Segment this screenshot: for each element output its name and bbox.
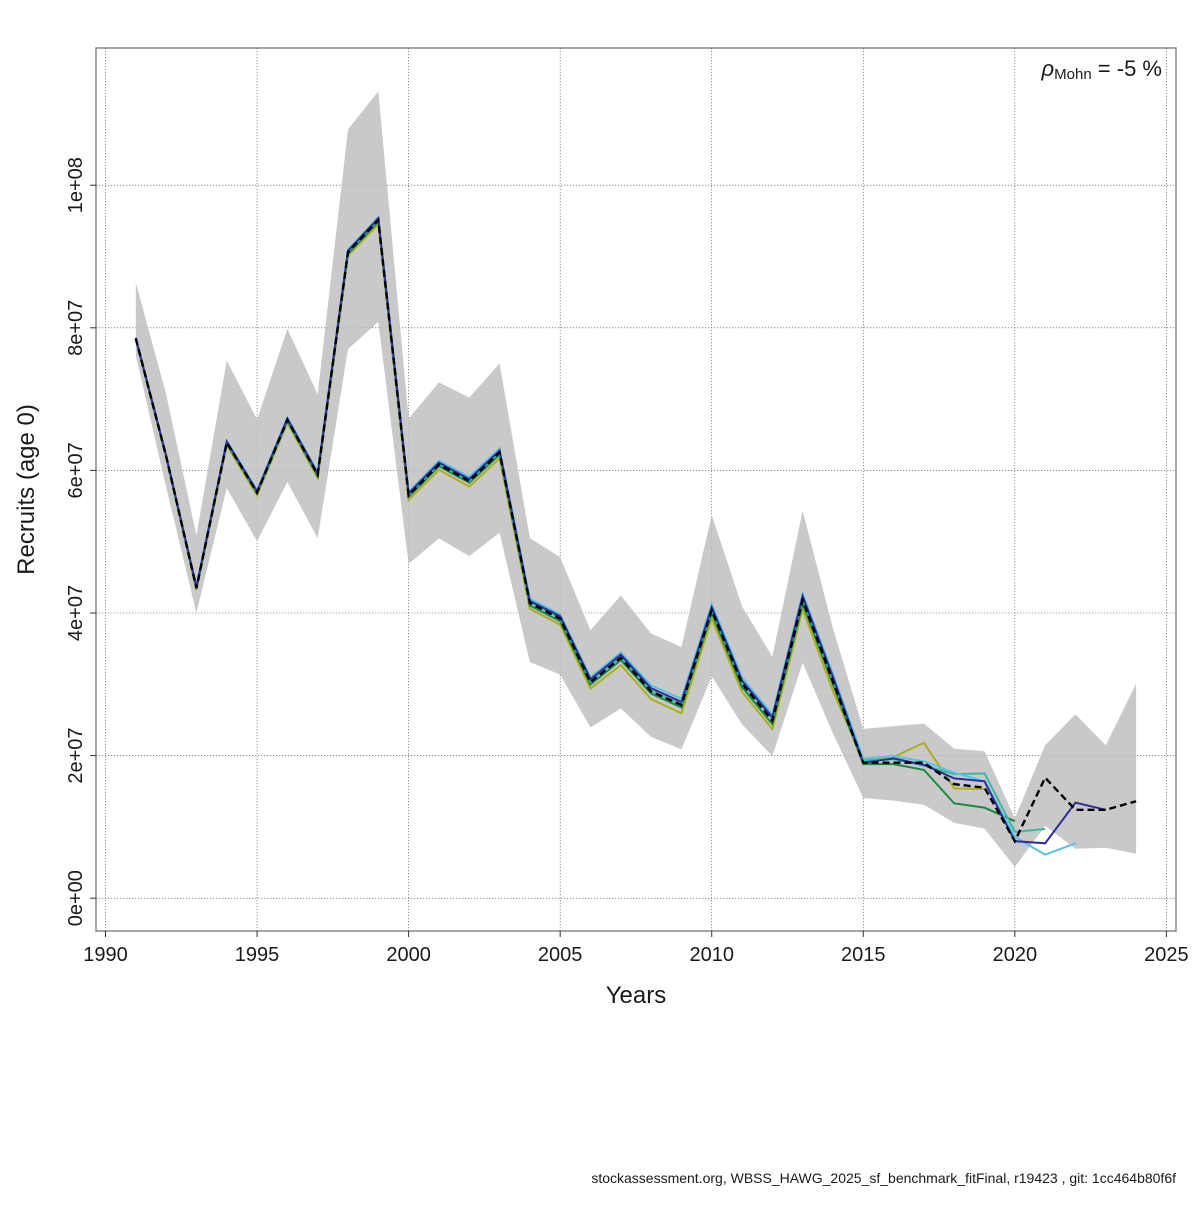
svg-text:0e+00: 0e+00 bbox=[65, 870, 87, 926]
svg-text:1990: 1990 bbox=[83, 944, 128, 966]
svg-text:2000: 2000 bbox=[386, 944, 431, 966]
svg-text:Recruits (age 0): Recruits (age 0) bbox=[13, 404, 40, 575]
svg-text:1995: 1995 bbox=[235, 944, 280, 966]
svg-text:8e+07: 8e+07 bbox=[65, 300, 87, 356]
svg-text:Years: Years bbox=[606, 982, 667, 1009]
svg-text:stockassessment.org, WBSS_HAWG: stockassessment.org, WBSS_HAWG_2025_sf_b… bbox=[591, 1170, 1176, 1186]
svg-text:2005: 2005 bbox=[538, 944, 583, 966]
svg-text:2025: 2025 bbox=[1144, 944, 1189, 966]
svg-text:6e+07: 6e+07 bbox=[65, 442, 87, 498]
svg-text:2e+07: 2e+07 bbox=[65, 728, 87, 784]
svg-text:2015: 2015 bbox=[841, 944, 886, 966]
svg-text:4e+07: 4e+07 bbox=[65, 585, 87, 641]
svg-text:2010: 2010 bbox=[689, 944, 734, 966]
svg-text:1e+08: 1e+08 bbox=[65, 157, 87, 213]
svg-text:2020: 2020 bbox=[993, 944, 1038, 966]
